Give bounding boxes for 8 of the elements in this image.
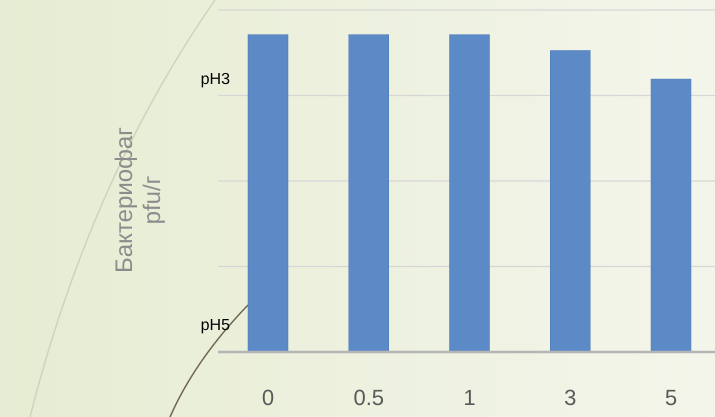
x-tick-label: 3 xyxy=(564,385,576,410)
annotation: pH3 xyxy=(200,71,230,88)
annotation: pH5 xyxy=(200,317,230,334)
x-tick-label: 1 xyxy=(463,385,476,410)
x-tick-label: 0 xyxy=(262,385,274,410)
x-tick-label: 5 xyxy=(664,385,678,410)
x-tick-label: 0.5 xyxy=(353,385,384,410)
y-axis-title: Бактериофаг pfu/г xyxy=(111,126,166,273)
